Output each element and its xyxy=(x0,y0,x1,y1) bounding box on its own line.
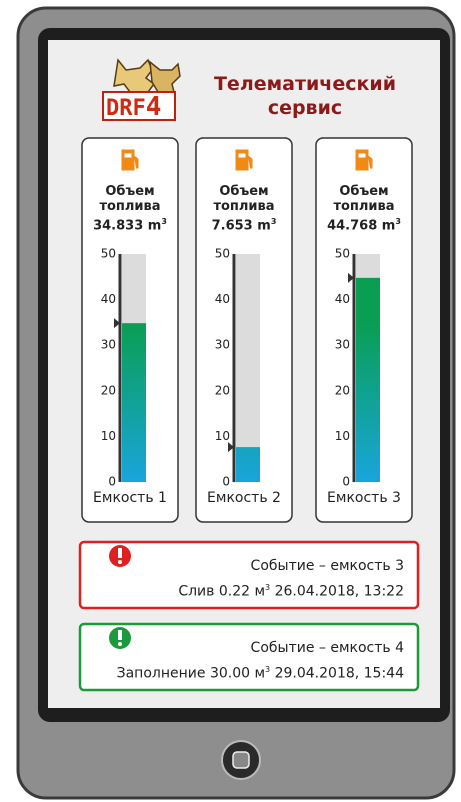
event-datetime: 26.04.2018, 13:22 xyxy=(275,584,404,600)
unit-exp: 3 xyxy=(161,217,167,226)
tank-value: 34.833 xyxy=(93,218,143,233)
tank-label: Объем топлива xyxy=(208,184,280,214)
unit-exp: 3 xyxy=(265,665,270,674)
unit: m xyxy=(257,218,271,233)
y-tick-label: 10 xyxy=(335,429,350,443)
logo-text: DRF4 xyxy=(106,92,161,122)
event-action: Слив xyxy=(178,584,214,600)
y-tick-label: 20 xyxy=(335,383,350,397)
tank-label: Объем топлива xyxy=(328,184,400,214)
y-tick-label: 10 xyxy=(215,429,230,443)
y-tick-label: 40 xyxy=(101,292,116,306)
tank-caption: Емкость 2 xyxy=(196,490,292,506)
unit-exp: 3 xyxy=(271,217,277,226)
y-tick-label: 40 xyxy=(335,292,350,306)
tank-caption: Емкость 3 xyxy=(316,490,412,506)
y-tick-label: 30 xyxy=(335,338,350,352)
y-tick-label: 0 xyxy=(222,475,230,489)
event-text: Событие – емкость 3 Слив 0.22 м3 26.04.20… xyxy=(90,555,404,603)
event-title: Событие – емкость 4 xyxy=(90,637,404,659)
y-tick-label: 0 xyxy=(108,475,116,489)
event-datetime: 29.04.2018, 15:44 xyxy=(275,666,404,682)
y-tick-label: 50 xyxy=(101,247,116,261)
tank-level xyxy=(356,278,380,482)
tank-value: 44.768 xyxy=(327,218,377,233)
y-tick-label: 20 xyxy=(215,383,230,397)
y-tick-label: 40 xyxy=(215,292,230,306)
y-tick-label: 30 xyxy=(215,338,230,352)
page: 0 10 20 30 40 50 0 10 20 30 40 50 0 10 20 30 40 50 DRF4 Т… xyxy=(0,0,461,802)
event-action: Заполнение xyxy=(117,666,206,682)
unit: м xyxy=(254,666,265,682)
tank-heading: Объем топлива 44.768 m3 xyxy=(316,184,412,233)
unit: m xyxy=(382,218,396,233)
y-tick-label: 10 xyxy=(101,429,116,443)
unit: м xyxy=(254,584,265,600)
y-tick-label: 20 xyxy=(101,383,116,397)
event-amount: 0.22 xyxy=(219,584,250,600)
tank-level xyxy=(122,323,146,482)
y-tick-label: 30 xyxy=(101,338,116,352)
tank-caption: Емкость 1 xyxy=(82,490,178,506)
y-tick-label: 0 xyxy=(342,475,350,489)
tank-heading: Объем топлива 7.653 m3 xyxy=(196,184,292,233)
tank-level xyxy=(236,447,260,482)
unit: m xyxy=(148,218,162,233)
y-tick-label: 50 xyxy=(335,247,350,261)
event-amount: 30.00 xyxy=(210,666,250,682)
home-icon xyxy=(233,752,249,768)
event-title: Событие – емкость 3 xyxy=(90,555,404,577)
unit-exp: 3 xyxy=(395,217,401,226)
tank-heading: Объем топлива 34.833 m3 xyxy=(82,184,178,233)
tank-label: Объем топлива xyxy=(94,184,166,214)
event-text: Событие – емкость 4 Заполнение 30.00 м3 2… xyxy=(90,637,404,685)
unit-exp: 3 xyxy=(265,583,270,592)
tank-value: 7.653 xyxy=(212,218,253,233)
title: Телематический сервис xyxy=(195,72,415,120)
y-tick-label: 50 xyxy=(215,247,230,261)
